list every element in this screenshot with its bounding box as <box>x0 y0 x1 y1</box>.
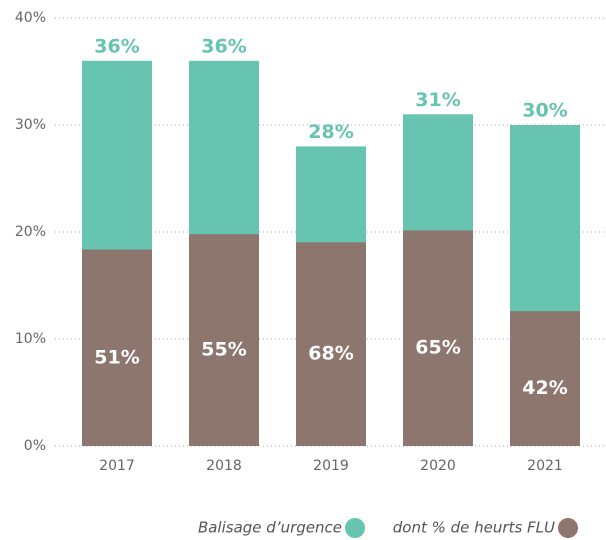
legend-swatch <box>558 518 578 538</box>
data-label: 65% <box>415 337 460 359</box>
data-label: 68% <box>308 343 353 365</box>
y-tick-label: 30% <box>15 117 46 133</box>
y-tick-label: 0% <box>24 438 46 454</box>
bar-share <box>510 311 580 446</box>
y-tick-label: 40% <box>15 10 46 26</box>
legend-swatch <box>345 518 365 538</box>
x-tick-label: 2019 <box>313 458 349 474</box>
legend-label: dont % de heurts FLU <box>393 519 555 537</box>
bar-share <box>403 230 473 446</box>
data-label: 36% <box>201 35 246 57</box>
y-tick-label: 20% <box>15 224 46 240</box>
data-label: 30% <box>522 100 567 122</box>
x-tick-label: 2021 <box>527 458 563 474</box>
legend-label: Balisage d’urgence <box>198 519 342 537</box>
x-tick-label: 2020 <box>420 458 456 474</box>
x-tick-label: 2018 <box>206 458 242 474</box>
y-tick-label: 10% <box>15 331 46 347</box>
bar-share <box>189 234 259 446</box>
data-label: 42% <box>522 377 567 399</box>
data-label: 55% <box>201 339 246 361</box>
x-tick-label: 2017 <box>99 458 135 474</box>
data-label: 31% <box>415 89 460 111</box>
data-label: 51% <box>94 346 139 368</box>
data-label: 36% <box>94 35 139 57</box>
bar-share <box>296 242 366 446</box>
data-label: 28% <box>308 121 353 143</box>
bar-share <box>82 249 152 446</box>
